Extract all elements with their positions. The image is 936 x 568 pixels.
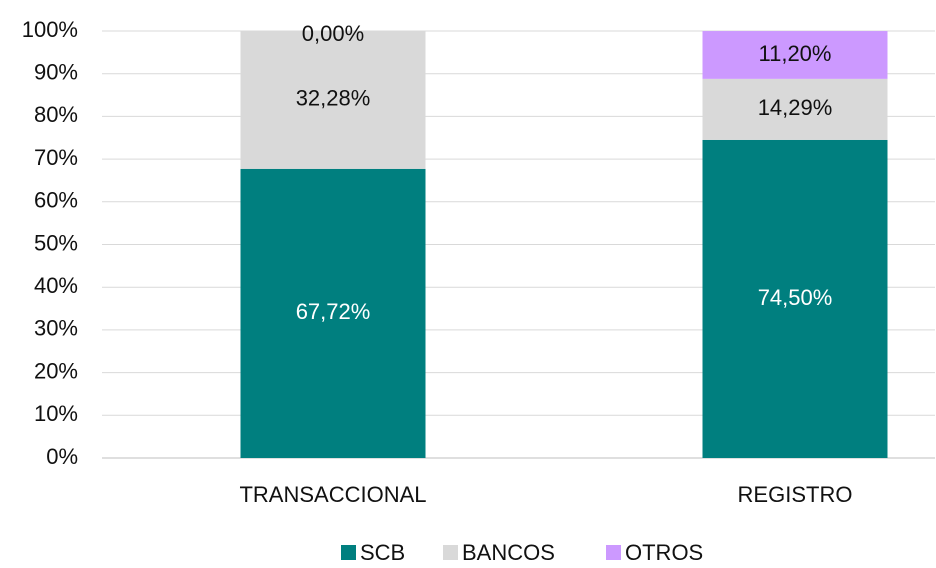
data-label: 14,29% [758,95,833,120]
data-label: 0,00% [302,21,364,46]
legend-swatch [606,545,621,560]
x-tick-label: REGISTRO [738,482,853,507]
bar-segment [240,31,426,169]
y-tick-label: 60% [34,188,78,213]
data-label: 32,28% [296,86,371,111]
bar-segment [240,168,426,458]
legend-label: OTROS [625,540,703,565]
legend-swatch [443,545,458,560]
legend-swatch [341,545,356,560]
y-tick-label: 50% [34,230,78,255]
data-label: 74,50% [758,285,833,310]
y-tick-label: 100% [22,17,78,42]
y-tick-label: 90% [34,60,78,85]
y-tick-label: 80% [34,102,78,127]
y-tick-label: 40% [34,273,78,298]
bar-segment [702,31,888,79]
y-tick-label: 0% [46,444,78,469]
y-tick-label: 30% [34,316,78,341]
y-tick-label: 20% [34,358,78,383]
legend-label: BANCOS [462,540,555,565]
data-label: 11,20% [759,41,832,66]
y-tick-label: 10% [34,401,78,426]
data-label: 67,72% [296,299,371,324]
bar-segment [702,139,888,458]
legend-label: SCB [360,540,405,565]
x-tick-label: TRANSACCIONAL [239,482,426,507]
y-tick-label: 70% [34,145,78,170]
bar-segment [702,78,888,140]
